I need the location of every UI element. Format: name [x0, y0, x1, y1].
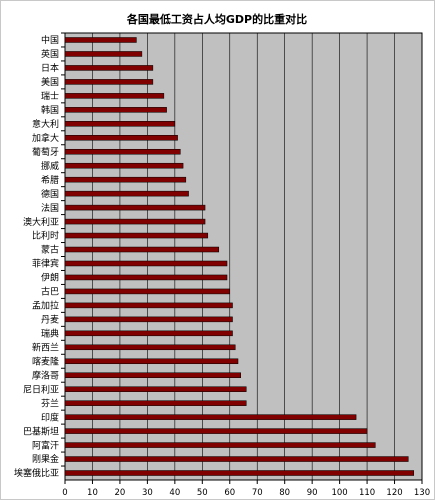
- x-tick-label: 20: [115, 488, 126, 498]
- bar: [64, 190, 189, 197]
- x-tick-label: 130: [414, 488, 430, 498]
- category-label: 摩洛哥: [32, 369, 59, 381]
- bar: [64, 148, 181, 155]
- category-label: 瑞士: [41, 90, 59, 102]
- bar: [64, 386, 247, 392]
- category-label: 挪威: [41, 160, 59, 172]
- x-tick-label: 60: [224, 488, 235, 498]
- category-label: 德国: [41, 188, 59, 200]
- category-label: 印度: [41, 411, 59, 423]
- bar: [64, 65, 154, 71]
- category-labels: 中国英国日本美国瑞士韩国意大利加拿大葡萄牙挪威希腊德国法国澳大利亚比利时蒙古菲律…: [14, 32, 65, 479]
- category-label: 伊朗: [41, 272, 59, 284]
- category-label: 中国: [41, 34, 59, 46]
- bar: [64, 246, 220, 253]
- bar: [64, 358, 239, 365]
- category-label: 孟加拉: [32, 300, 59, 312]
- bar: [64, 372, 242, 378]
- x-tick-label: 80: [279, 488, 290, 498]
- bar: [64, 330, 233, 337]
- bar: [64, 107, 167, 113]
- bar: [64, 218, 206, 225]
- category-label: 葡萄牙: [32, 146, 59, 158]
- x-tick-label: 100: [331, 488, 347, 498]
- bar: [64, 93, 165, 99]
- bar: [64, 37, 137, 43]
- bar: [64, 344, 236, 351]
- x-tick-label: 50: [197, 488, 208, 498]
- bar: [64, 442, 376, 448]
- category-label: 澳大利亚: [23, 216, 59, 228]
- category-label: 刚果金: [32, 453, 59, 465]
- category-label: 埃塞俄比亚: [14, 467, 59, 479]
- category-label: 菲律宾: [32, 258, 59, 270]
- bar: [64, 176, 187, 183]
- category-label: 法国: [41, 202, 59, 214]
- category-label: 巴基斯坦: [23, 425, 59, 437]
- category-label: 丹麦: [41, 314, 59, 326]
- x-tick-label: 110: [359, 488, 375, 498]
- category-label: 芬兰: [41, 397, 59, 409]
- bar: [64, 414, 357, 420]
- bar: [64, 51, 143, 57]
- category-label: 英国: [41, 48, 59, 60]
- bar: [64, 274, 228, 281]
- x-tick-label: 10: [87, 488, 98, 498]
- category-label: 新西兰: [32, 341, 59, 353]
- category-label: 希腊: [41, 174, 59, 186]
- category-label: 蒙古: [41, 244, 59, 256]
- x-tick-label: 30: [142, 488, 153, 498]
- bar: [64, 400, 247, 406]
- bar: [64, 456, 409, 462]
- bar: [64, 204, 206, 211]
- category-label: 日本: [41, 62, 59, 74]
- bar: [64, 302, 233, 309]
- category-label: 韩国: [41, 104, 59, 116]
- category-label: 尼日利亚: [23, 383, 59, 395]
- x-tick-label: 70: [252, 488, 263, 498]
- bar: [64, 316, 233, 323]
- x-tick-label: 40: [169, 488, 180, 498]
- category-label: 古巴: [41, 286, 59, 298]
- bar: [64, 135, 178, 141]
- bar: [64, 232, 209, 239]
- bars: [64, 37, 415, 476]
- plot-area: [64, 32, 423, 481]
- category-label: 瑞典: [41, 328, 59, 340]
- bar: [64, 162, 184, 169]
- x-tick-label: 120: [386, 488, 402, 498]
- category-label: 阿富汗: [32, 439, 59, 451]
- chart-title: 各国最低工资占人均GDP的比重对比: [126, 12, 307, 26]
- category-label: 喀麦隆: [32, 355, 59, 367]
- category-label: 美国: [41, 76, 59, 88]
- x-tick-labels: 0 10 20 30 40 50 60 70 80 90 100 110 120 130: [62, 480, 430, 498]
- bar: [64, 428, 368, 434]
- bar: [64, 79, 154, 85]
- category-label: 加拿大: [32, 132, 59, 144]
- bar: [64, 470, 415, 476]
- x-tick-label: 90: [307, 488, 318, 498]
- category-label: 意大利: [32, 118, 59, 130]
- category-label: 比利时: [32, 230, 59, 242]
- bar: [64, 121, 176, 127]
- x-tick-label: 0: [62, 488, 67, 498]
- bar: [64, 288, 231, 295]
- bar: [64, 260, 228, 267]
